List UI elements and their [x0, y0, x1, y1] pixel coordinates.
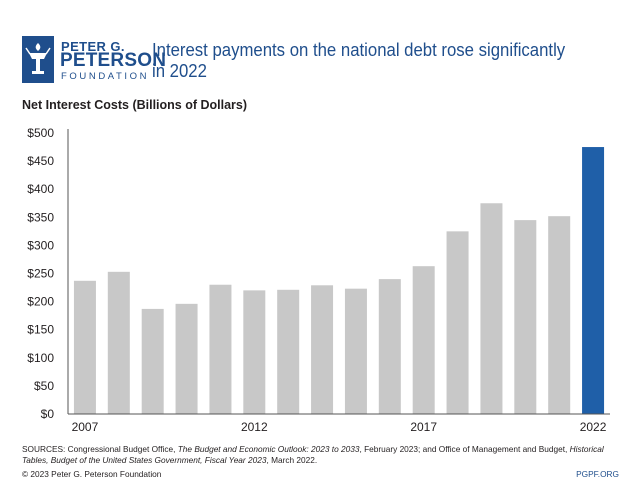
- bar: [209, 284, 232, 414]
- sources-text-a: SOURCES: Congressional Budget Office,: [22, 444, 178, 454]
- y-tick-label: $200: [27, 295, 54, 309]
- y-tick-label: $0: [41, 407, 55, 421]
- bar: [107, 271, 130, 414]
- bar: [480, 203, 503, 414]
- bar: [582, 147, 605, 415]
- bar: [141, 308, 164, 414]
- x-tick-label: 2012: [241, 420, 268, 434]
- y-tick-label: $150: [27, 323, 54, 337]
- bar: [243, 290, 266, 414]
- y-tick-label: $350: [27, 210, 54, 224]
- bar: [548, 216, 571, 414]
- y-tick-label: $400: [27, 182, 54, 196]
- sources-title-cbo: The Budget and Economic Outlook: 2023 to…: [177, 444, 360, 454]
- bar: [277, 289, 300, 414]
- bar: [175, 303, 198, 414]
- logo-line2: PETERSON: [60, 50, 167, 71]
- site-link[interactable]: PGPF.ORG: [576, 469, 619, 479]
- logo-line3: FOUNDATION: [61, 71, 150, 82]
- x-tick-label: 2017: [410, 420, 437, 434]
- bar: [378, 279, 401, 414]
- bar: [412, 266, 435, 414]
- chart-title: Interest payments on the national debt r…: [152, 40, 566, 81]
- torch-icon: [22, 36, 54, 83]
- y-tick-label: $250: [27, 267, 54, 281]
- bar: [446, 231, 469, 414]
- sources-text-c: , February 2023; and Office of Managemen…: [359, 444, 570, 454]
- pgpf-logo: PETER G. PETERSON FOUNDATION: [22, 36, 166, 83]
- sources-title-omb: Historical Tables, Budget of the United …: [22, 444, 604, 465]
- sources-note: SOURCES: Congressional Budget Office, Th…: [22, 444, 622, 466]
- y-tick-label: $50: [34, 379, 54, 393]
- y-tick-label: $450: [27, 154, 54, 168]
- bar: [344, 288, 367, 414]
- y-tick-label: $300: [27, 238, 54, 252]
- logo-line1: PETER G.: [61, 39, 125, 54]
- bar-chart: $0 $50 $100 $150 $200 $250 $300 $350 $400 $450 $50…: [27, 126, 610, 434]
- y-axis-label: Net Interest Costs (Billions of Dollars): [22, 98, 248, 112]
- bar: [514, 220, 537, 414]
- y-tick-label: $500: [27, 126, 54, 140]
- x-tick-label: 2022: [580, 420, 607, 434]
- y-tick-label: $100: [27, 351, 54, 365]
- bar: [73, 280, 96, 414]
- bar: [311, 285, 334, 414]
- sources-text-e: , March 2022.: [266, 455, 318, 465]
- x-tick-label: 2007: [72, 420, 99, 434]
- copyright: © 2023 Peter G. Peterson Foundation: [22, 469, 162, 479]
